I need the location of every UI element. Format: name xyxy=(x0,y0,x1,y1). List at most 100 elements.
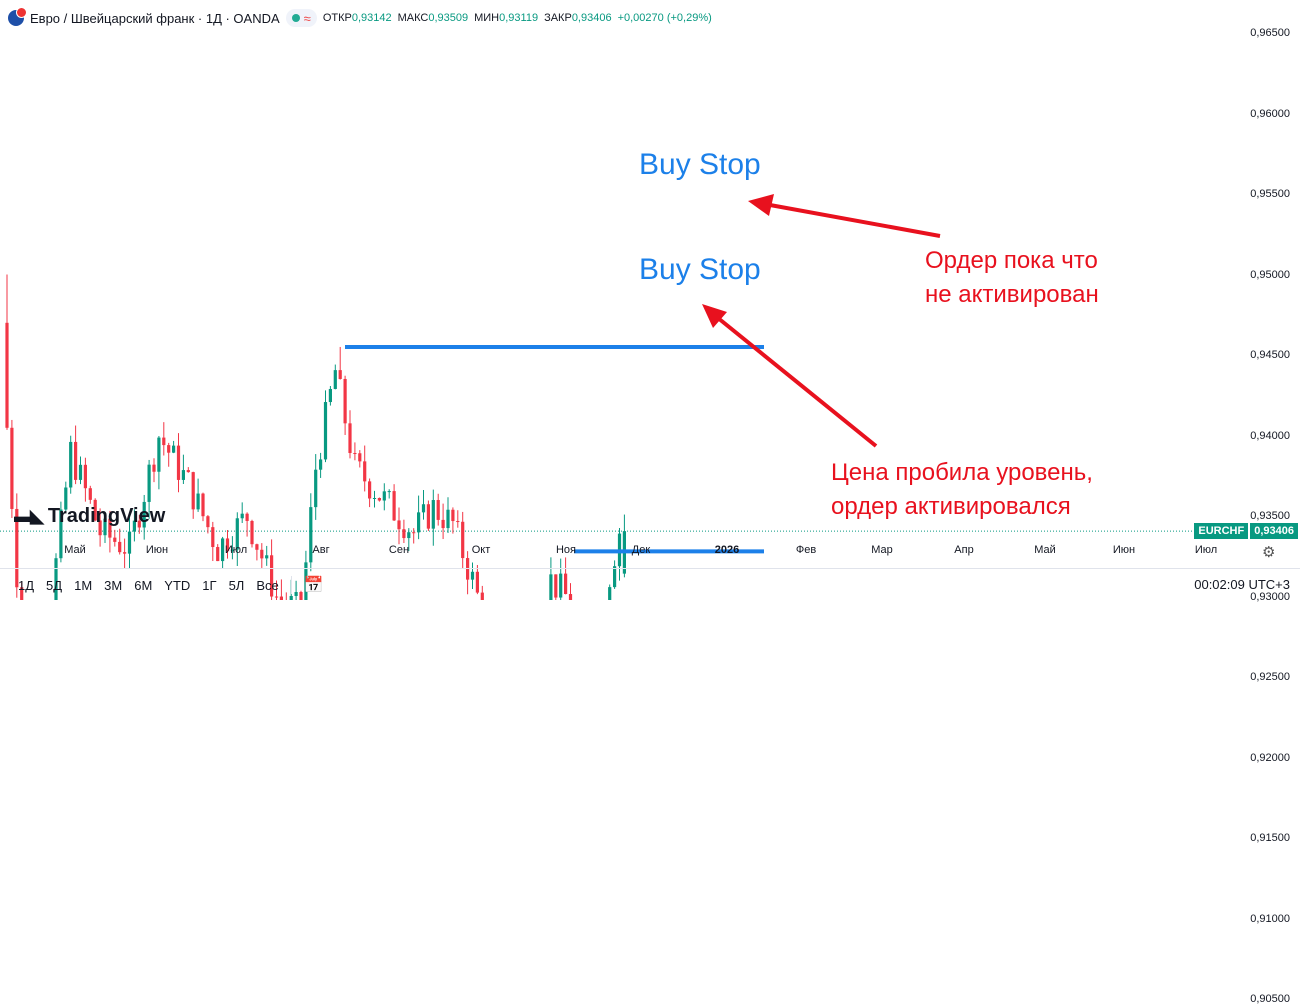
ohlc-close-key: ЗАКР xyxy=(544,12,572,24)
candle-body xyxy=(211,527,215,548)
ohlc-values: ОТКР0,93142 МАКС0,93509 МИН0,93119 ЗАКР0… xyxy=(323,12,712,24)
candle-body xyxy=(431,500,435,529)
candle-body xyxy=(245,513,249,521)
candle-body xyxy=(279,596,283,600)
price-axis[interactable]: 0,96500 0,96000 0,95500 0,95000 0,94500 0,940… xyxy=(1236,0,1300,1005)
candle-body xyxy=(451,509,455,522)
price-tick-label: 0,96500 xyxy=(1250,27,1290,39)
candle-body xyxy=(20,587,24,600)
calendar-icon[interactable]: 📅 xyxy=(303,577,324,594)
candle-body xyxy=(93,499,97,521)
current-symbol-label: EURCHF xyxy=(1194,523,1249,540)
time-axis[interactable]: Май Июн Июл Авг Сен Окт Ноя Дек 2026 Фев Мар Апр Май… xyxy=(0,540,1240,562)
candle-body xyxy=(421,504,426,513)
time-tick-label: Дек xyxy=(631,544,651,556)
time-tick-label: Мар xyxy=(871,544,893,556)
range-button[interactable]: 6М xyxy=(134,577,153,593)
candle-body xyxy=(10,427,14,509)
candle-body xyxy=(157,437,161,472)
candle-body xyxy=(554,574,558,598)
currency-flag-icon xyxy=(8,7,27,26)
tradingview-logo[interactable]: ▬◣ TradingView xyxy=(14,505,165,528)
candle-body xyxy=(446,509,450,529)
candle-body xyxy=(333,370,337,389)
candle-body xyxy=(353,453,357,455)
candle-body xyxy=(98,520,102,536)
note-order-activated: Цена пробила уровень, ордер активировалс… xyxy=(831,456,1093,524)
bottom-toolbar: 1Д 5Д 1М 3М 6М YTD 1Г 5Л Все 📅 00:02:09 UTC+3 xyxy=(0,568,1300,601)
time-tick-label: Май xyxy=(1034,544,1056,556)
range-button[interactable]: 1Д xyxy=(18,577,35,593)
candle-body xyxy=(167,445,171,453)
range-button[interactable]: 1М xyxy=(74,577,93,593)
symbol-title[interactable]: Евро / Швейцарский франк · 1Д · OANDA xyxy=(30,10,280,26)
tradingview-mark-icon: ▬◣ xyxy=(14,506,44,526)
settings-gear-icon[interactable]: ⚙ xyxy=(1262,544,1276,561)
candle-body xyxy=(230,549,234,552)
range-button[interactable]: 1Г xyxy=(202,577,217,593)
candle-body xyxy=(368,481,372,499)
candle-body xyxy=(299,592,303,600)
candle-body xyxy=(123,552,127,554)
note-upper-line-2: не активирован xyxy=(925,281,1099,308)
candle-body xyxy=(441,519,445,529)
candle-body xyxy=(613,566,617,588)
range-button[interactable]: 5Л xyxy=(228,577,245,593)
candle-body xyxy=(225,538,230,552)
range-button[interactable]: 3М xyxy=(104,577,123,593)
candle-body xyxy=(191,472,195,510)
candle-body xyxy=(108,518,112,538)
price-tick-label: 0,96000 xyxy=(1250,107,1290,120)
candles-group xyxy=(5,274,626,600)
candle-body xyxy=(608,587,612,600)
chart-canvas[interactable] xyxy=(0,0,1300,600)
note-lower-line-1: Цена пробила уровень, xyxy=(831,459,1093,486)
price-tick-label: 0,92500 xyxy=(1250,671,1290,683)
chart-header: Евро / Швейцарский франк · 1Д · OANDA ≈ … xyxy=(8,7,712,28)
range-button[interactable]: YTD xyxy=(164,577,191,593)
ohlc-open-value: 0,93142 xyxy=(351,12,392,24)
candle-body xyxy=(456,521,460,523)
candle-body xyxy=(118,541,122,553)
candle-body xyxy=(564,573,568,595)
candle-body xyxy=(270,555,274,597)
time-tick-label: Июн xyxy=(145,544,169,556)
candle-body xyxy=(113,537,117,542)
candle-body xyxy=(338,370,342,379)
candle-body xyxy=(172,445,176,453)
time-tick-label: Сен xyxy=(388,544,410,556)
range-button[interactable]: 5Д xyxy=(46,577,63,593)
price-tick-label: 0,95500 xyxy=(1250,188,1290,200)
time-tick-label: Ноя xyxy=(555,544,577,556)
candle-body xyxy=(260,549,264,559)
candle-body xyxy=(103,518,107,536)
candle-body xyxy=(186,470,190,473)
candle-body xyxy=(5,322,9,428)
candle-body xyxy=(54,558,58,600)
market-status-pill[interactable]: ≈ xyxy=(285,9,317,27)
candle-body xyxy=(265,555,269,559)
candle-body xyxy=(255,544,259,550)
candle-body xyxy=(475,571,479,593)
ohlc-low-key: МИН xyxy=(474,12,500,24)
range-buttons: 1Д 5Д 1М 3М 6М YTD 1Г 5Л Все xyxy=(18,578,279,593)
candle-body xyxy=(132,520,136,532)
candle-body xyxy=(402,529,406,539)
price-tick-label: 0,94500 xyxy=(1250,349,1290,361)
candle-body xyxy=(78,464,83,480)
candle-body xyxy=(147,464,151,502)
candle-body xyxy=(59,509,63,559)
candle-body xyxy=(412,532,416,534)
range-button[interactable]: Все xyxy=(256,577,279,593)
buy-stop-lower-label: Buy Stop xyxy=(639,253,761,286)
candle-body xyxy=(294,592,298,596)
price-change: +0,00270 (+0,29%) xyxy=(617,12,712,24)
price-tick-label: 0,94000 xyxy=(1250,429,1290,442)
candle-body xyxy=(137,520,141,528)
candle-body xyxy=(328,388,332,403)
candle-body xyxy=(372,497,377,499)
candle-body xyxy=(274,596,279,598)
candle-body xyxy=(221,538,225,562)
clock[interactable]: 00:02:09 UTC+3 xyxy=(1194,577,1290,592)
candle-body xyxy=(343,378,347,424)
